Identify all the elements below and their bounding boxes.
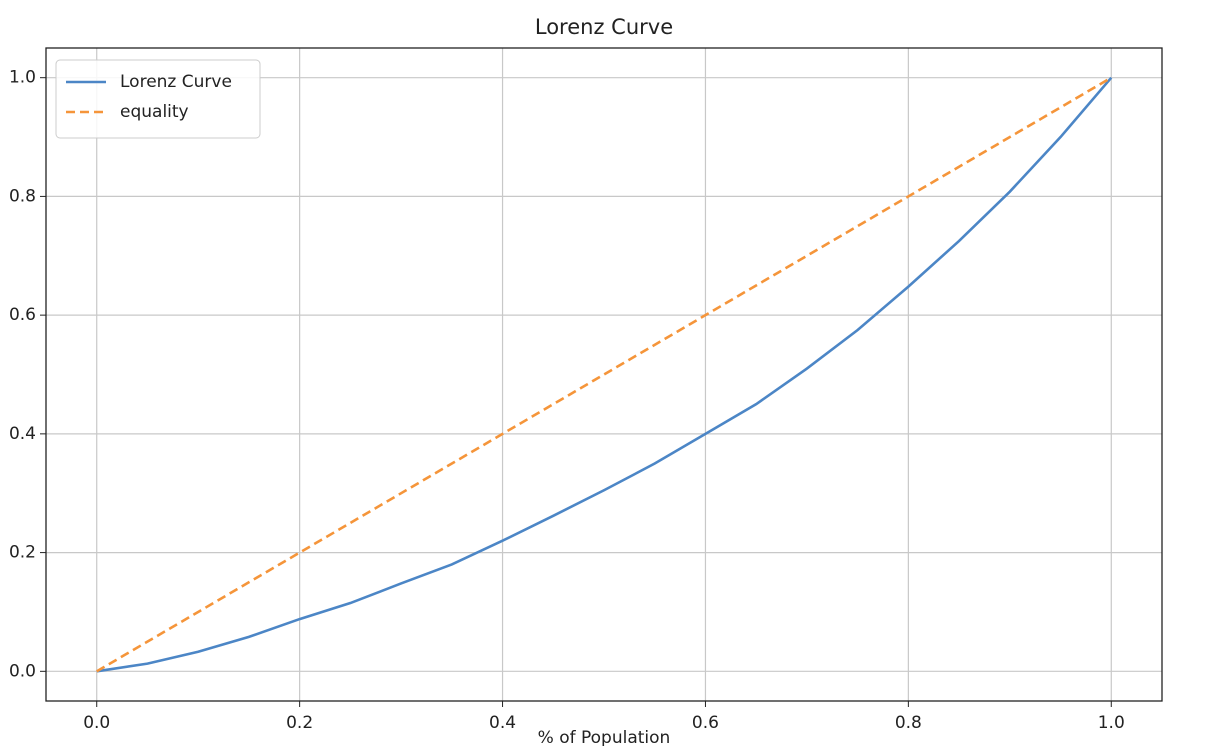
x-axis-label: % of Population [538,728,671,746]
chart-title: Lorenz Curve [535,15,673,39]
y-tick-label: 0.4 [9,424,36,444]
line [96,76,1113,673]
x-tick-label: 0.2 [286,713,313,733]
x-tick-label: 0.6 [692,713,719,733]
legend-label: Lorenz Curve [120,72,232,92]
y-tick-label: 0.0 [9,661,36,681]
line [96,76,1112,673]
y-tick-label: 0.8 [9,186,36,206]
y-tick-label: 1.0 [9,68,36,88]
x-tick-label: 0.8 [895,713,922,733]
x-tick-label: 0.0 [83,713,110,733]
y-tick-label: 0.2 [9,543,36,563]
legend-box [55,59,261,139]
x-tick-label: 0.4 [489,713,516,733]
y-tick-label: 0.6 [9,305,36,325]
x-tick-label: 1.0 [1098,713,1125,733]
plot-frame [45,47,1163,702]
legend-label: equality [120,102,189,122]
